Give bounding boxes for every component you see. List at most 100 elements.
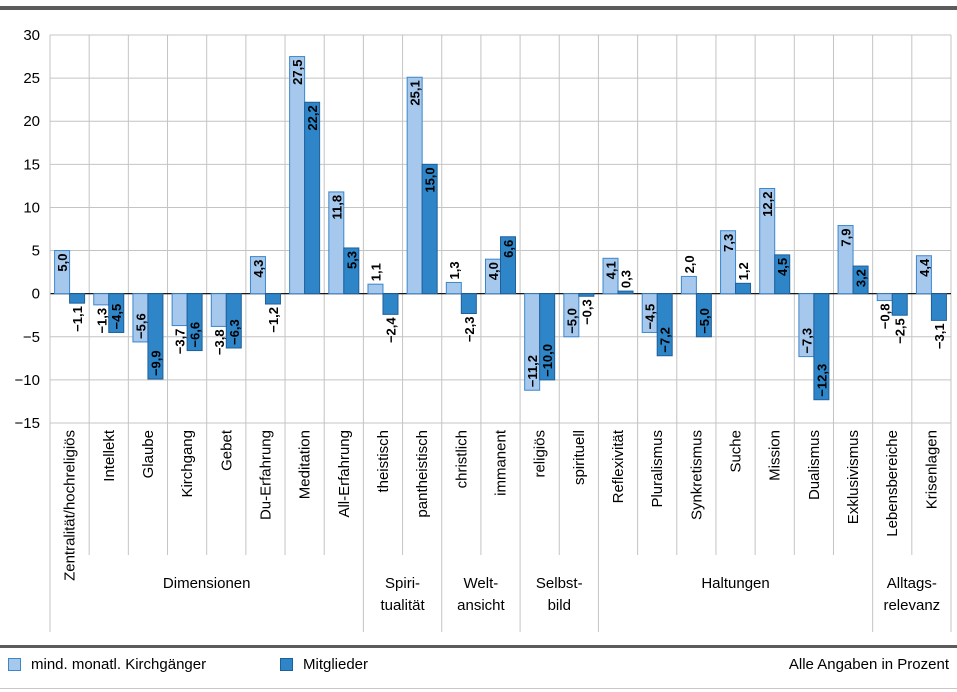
- bar-kirchgaenger: [915, 255, 932, 295]
- bar-mitglieder: [656, 293, 673, 357]
- category-label: Lebensbereiche: [884, 430, 901, 537]
- bar-kirchgaenger: [54, 250, 71, 295]
- y-tick-label: −10: [15, 372, 40, 389]
- bar-kirchgaenger: [680, 275, 697, 295]
- bar-kirchgaenger: [406, 76, 423, 295]
- bar-kirchgaenger: [602, 257, 619, 295]
- bar-mitglieder: [304, 101, 321, 295]
- value-label-mitglieder: 1,2: [736, 262, 751, 280]
- category-label: Synkretismus: [688, 430, 705, 520]
- bar-mitglieder: [343, 247, 360, 295]
- bar-kirchgaenger: [328, 191, 345, 295]
- bar-kirchgaenger: [563, 293, 580, 338]
- category-label: religiös: [532, 430, 549, 478]
- value-label-mitglieder: −0,3: [579, 299, 594, 325]
- bar-kirchgaenger: [210, 293, 227, 327]
- group-label: relevanz: [883, 597, 940, 614]
- y-tick-label: −5: [23, 329, 40, 346]
- y-tick-label: 15: [23, 156, 40, 173]
- value-label-mitglieder: −9,9: [148, 350, 163, 376]
- category-label: Mission: [767, 430, 784, 481]
- category-label: Exklusivismus: [845, 430, 862, 524]
- bar-kirchgaenger: [837, 225, 854, 295]
- bar-mitglieder: [500, 236, 516, 295]
- value-label-mitglieder: −12,3: [814, 364, 829, 397]
- value-label-kirchgaenger: 2,0: [682, 255, 697, 273]
- value-label-kirchgaenger: 7,3: [721, 234, 736, 252]
- value-label-kirchgaenger: −3,8: [212, 329, 227, 355]
- value-label-kirchgaenger: 7,9: [839, 229, 854, 247]
- legend-label-kirchgaenger: mind. monatl. Kirchgänger: [31, 656, 207, 673]
- value-label-kirchgaenger: 12,2: [760, 191, 775, 216]
- bar-mitglieder: [147, 293, 164, 380]
- bar-mitglieder: [186, 293, 203, 352]
- group-label: Alltags-: [887, 575, 937, 592]
- bar-kirchgaenger: [759, 187, 776, 295]
- bar-kirchgaenger: [367, 283, 384, 295]
- bar-mitglieder: [225, 293, 242, 349]
- category-label: Gebet: [218, 429, 235, 471]
- value-label-kirchgaenger: 27,5: [290, 60, 305, 85]
- value-label-mitglieder: −3,1: [932, 323, 947, 349]
- y-tick-label: 5: [32, 243, 40, 260]
- category-label: theistisch: [375, 430, 392, 493]
- y-tick-label: 20: [23, 113, 40, 130]
- value-label-mitglieder: 3,2: [854, 269, 869, 287]
- value-label-kirchgaenger: −3,7: [173, 329, 188, 355]
- value-label-mitglieder: −1,1: [70, 306, 85, 332]
- bar-mitglieder: [69, 293, 86, 304]
- value-label-kirchgaenger: 1,1: [368, 263, 383, 281]
- group-label: Spiri-: [385, 575, 420, 592]
- bar-kirchgaenger: [171, 293, 188, 327]
- bar-mitglieder: [695, 293, 712, 338]
- value-label-mitglieder: 4,5: [775, 258, 790, 276]
- category-label: Dualismus: [806, 430, 823, 500]
- y-tick-label: −15: [15, 415, 40, 432]
- top-rule: [0, 6, 957, 10]
- category-label: All-Erfahrung: [336, 430, 353, 518]
- bar-kirchgaenger: [445, 281, 462, 295]
- bar-kirchgaenger: [720, 230, 737, 295]
- category-label: Zentralität/hochreligiös: [62, 430, 79, 581]
- group-label: ansicht: [457, 597, 505, 614]
- group-label: Haltungen: [701, 575, 769, 592]
- value-label-kirchgaenger: −0,8: [878, 304, 893, 330]
- bar-mitglieder: [774, 254, 791, 295]
- bar-mitglieder: [930, 293, 947, 321]
- y-tick-label: 10: [23, 199, 40, 216]
- y-tick-label: 30: [23, 27, 40, 44]
- value-label-mitglieder: −2,4: [383, 317, 398, 343]
- value-label-mitglieder: −4,5: [109, 304, 124, 330]
- bottom-rule: [0, 645, 957, 648]
- bar-mitglieder: [852, 265, 869, 295]
- value-label-kirchgaenger: 4,1: [604, 261, 619, 279]
- bar-mitglieder: [460, 293, 477, 314]
- category-label: pantheistisch: [414, 430, 431, 518]
- value-label-mitglieder: −2,5: [893, 318, 908, 344]
- bar-mitglieder: [108, 293, 125, 333]
- bar-mitglieder: [421, 163, 438, 295]
- value-label-mitglieder: −10,0: [540, 344, 555, 377]
- group-label: Selbst-: [536, 575, 583, 592]
- footer-separator: [0, 688, 957, 689]
- legend-item-kirchgaenger: mind. monatl. Kirchgänger: [8, 656, 206, 673]
- category-label: christlich: [453, 430, 470, 488]
- bar-kirchgaenger: [876, 293, 893, 302]
- bar-mitglieder: [891, 293, 908, 316]
- value-label-mitglieder: 5,3: [344, 251, 359, 269]
- value-label-kirchgaenger: 25,1: [408, 80, 423, 105]
- unit-note: Alle Angaben in Prozent: [788, 656, 949, 673]
- bar-mitglieder: [617, 290, 634, 295]
- bar-chart: 30 25 20 15 10 5 0 −5 −10 −15 5,0 −1,1 Zentralität/h…: [15, 27, 952, 632]
- group-label: Welt-: [464, 575, 499, 592]
- value-label-mitglieder: −1,2: [266, 307, 281, 333]
- value-label-kirchgaenger: −11,2: [525, 355, 540, 387]
- group-label: tualität: [380, 597, 425, 614]
- bar-mitglieder: [735, 282, 752, 295]
- category-label: Meditation: [297, 430, 314, 499]
- bar-kirchgaenger: [93, 293, 110, 306]
- legend-swatch-mitglieder: [280, 658, 293, 671]
- legend-label-mitglieder: Mitglieder: [303, 656, 369, 673]
- bar-mitglieder: [382, 293, 399, 315]
- bar-mitglieder: [264, 293, 281, 305]
